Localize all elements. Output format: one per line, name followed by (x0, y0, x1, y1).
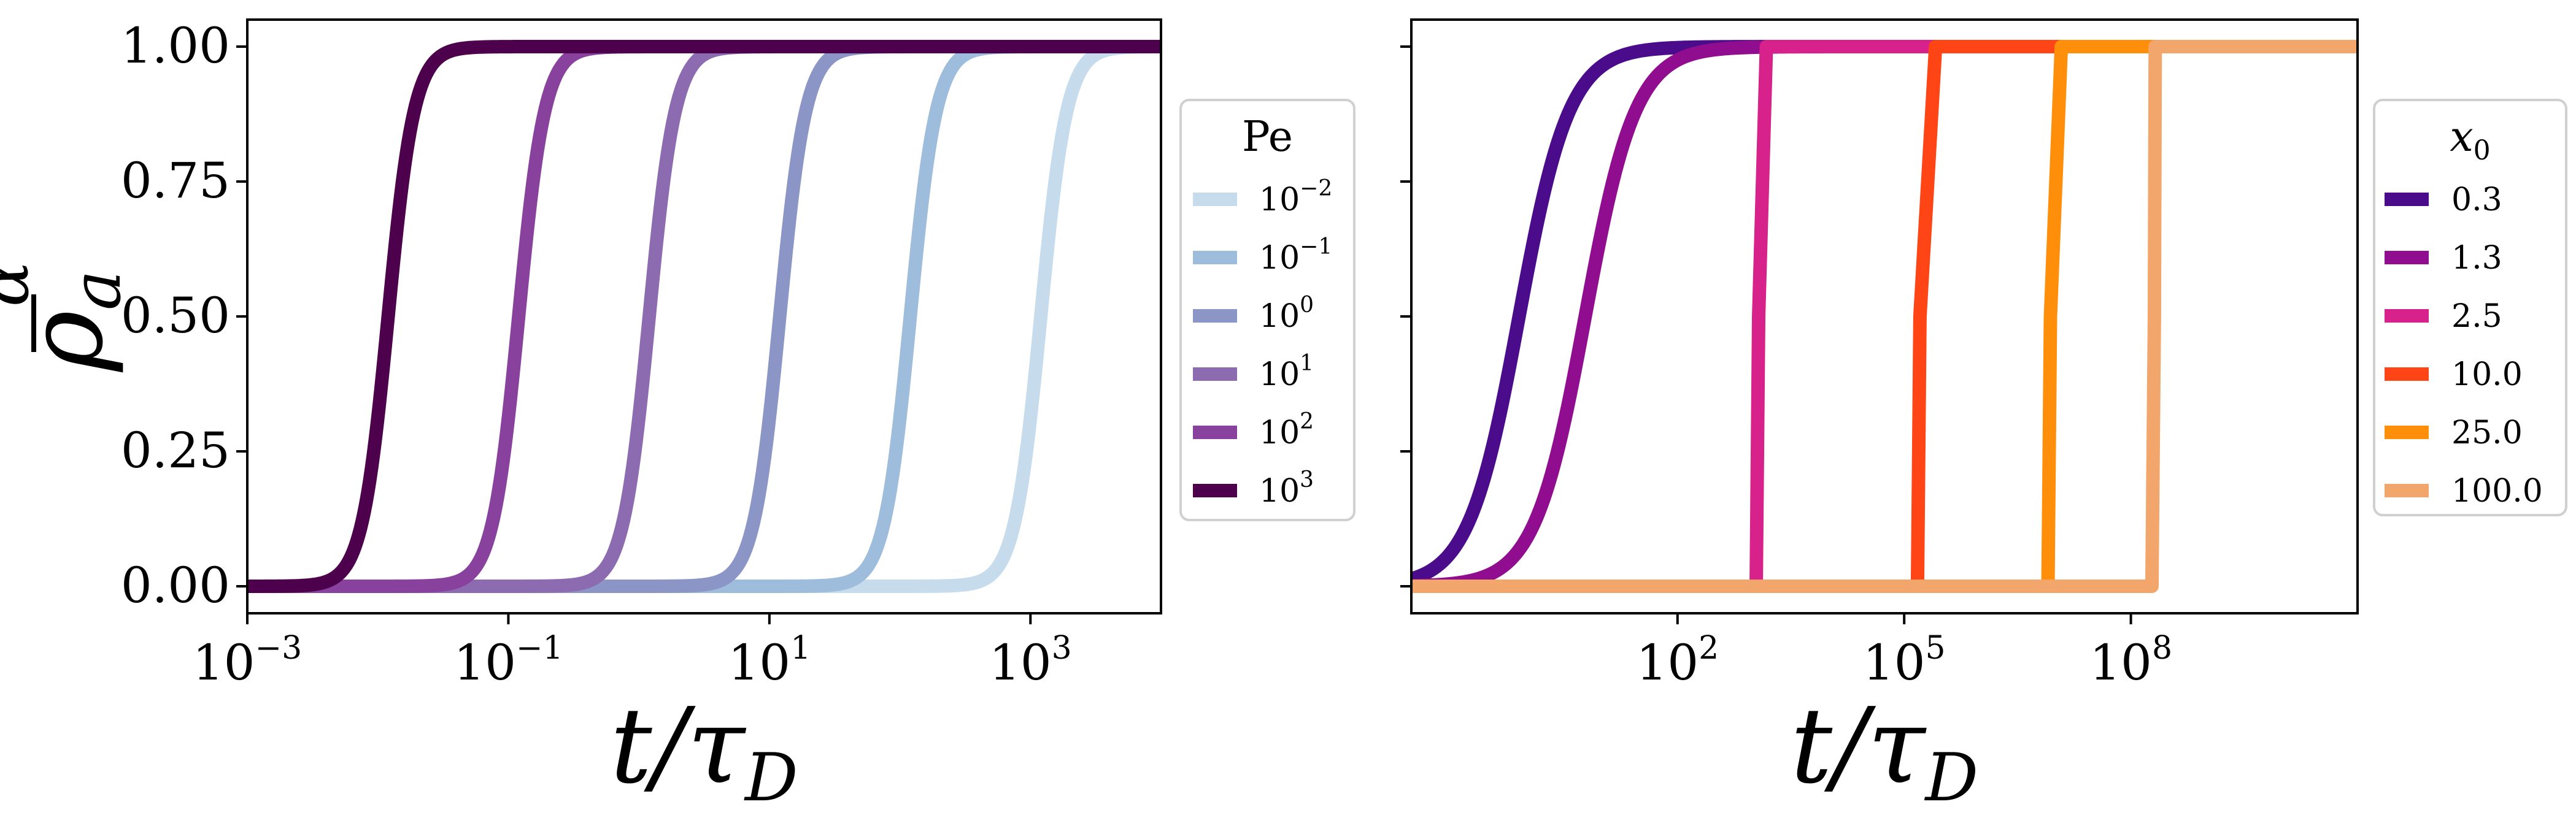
x-tick-label: 108 (2089, 630, 2172, 691)
legend-label: 1.3 (2451, 240, 2502, 277)
series-line-0-3 (1411, 40, 2358, 586)
y-tick-label: 0.75 (121, 152, 230, 209)
legend-title: x0 (2450, 113, 2490, 166)
y-tick-label: 0.50 (121, 287, 230, 344)
x-tick-label: 101 (728, 630, 811, 691)
y-tick-label: 0.25 (121, 422, 230, 479)
series-line-25-0 (1411, 40, 2358, 593)
legend-label: 102 (1259, 409, 1314, 451)
curves (1411, 40, 2358, 593)
legend-label: 10−1 (1259, 234, 1332, 277)
legend-swatch (2385, 251, 2429, 264)
plot-frame (1410, 18, 2359, 614)
legend: Pe 10−2 10−1 100 101 102 103 (1179, 99, 1355, 521)
legend-label: 10.0 (2451, 356, 2523, 393)
legend-swatch (1193, 251, 1237, 264)
x-tick-label: 103 (989, 630, 1072, 691)
series-line-100-0 (1411, 40, 2358, 593)
legend-label: 10−2 (1259, 176, 1332, 218)
legend-swatch (1193, 309, 1237, 323)
legend-label: 2.5 (2451, 298, 2502, 335)
panel-right: 102 105 108 t/τD x0 0.3 1.3 2.5 10.0 25.0 100.0 (1400, 18, 2567, 816)
legend-label: 0.3 (2451, 182, 2502, 218)
y-tick-label: 1.00 (121, 17, 230, 74)
y-axis-title: ρaα (0, 261, 136, 373)
legend-label: 100.0 (2451, 473, 2543, 510)
legend-swatch (2385, 367, 2429, 381)
svg-text:ρaα: ρaα (0, 261, 136, 373)
x-tick-label: 10−3 (193, 630, 302, 691)
legend-swatch (2385, 309, 2429, 323)
series-line-10-3 (247, 40, 1161, 593)
x-tick-label: 10−1 (453, 630, 563, 691)
legend-swatch (1193, 426, 1237, 439)
legend-label: 100 (1259, 293, 1314, 335)
legend-swatch (1193, 367, 1237, 381)
panel-left: 0.00 0.25 0.50 0.75 1.00 10−3 10−1 101 103 t/τD ρa… (0, 17, 1355, 816)
legend-label: 103 (1259, 467, 1314, 510)
legend-title: Pe (1242, 113, 1293, 161)
x-axis-title: t/τD (1791, 686, 1978, 816)
legend-swatch (2385, 193, 2429, 206)
legend-swatch (2385, 484, 2429, 497)
series-line-10-0 (1411, 40, 2358, 593)
legend-label: 25.0 (2451, 415, 2523, 451)
legend-swatch (1193, 193, 1237, 206)
x-axis-title: t/τD (610, 686, 798, 816)
series-line-1-3 (1411, 40, 2358, 593)
x-tick-label: 105 (1863, 630, 1946, 691)
y-tick-label: 0.00 (121, 557, 230, 614)
series-line-2-5 (1411, 40, 2358, 593)
curves (247, 40, 1161, 593)
x-tick-label: 102 (1636, 630, 1719, 691)
legend-label: 101 (1259, 351, 1314, 393)
legend-swatch (2385, 426, 2429, 439)
legend: x0 0.3 1.3 2.5 10.0 25.0 100.0 (2373, 99, 2567, 516)
legend-swatch (1193, 484, 1237, 497)
